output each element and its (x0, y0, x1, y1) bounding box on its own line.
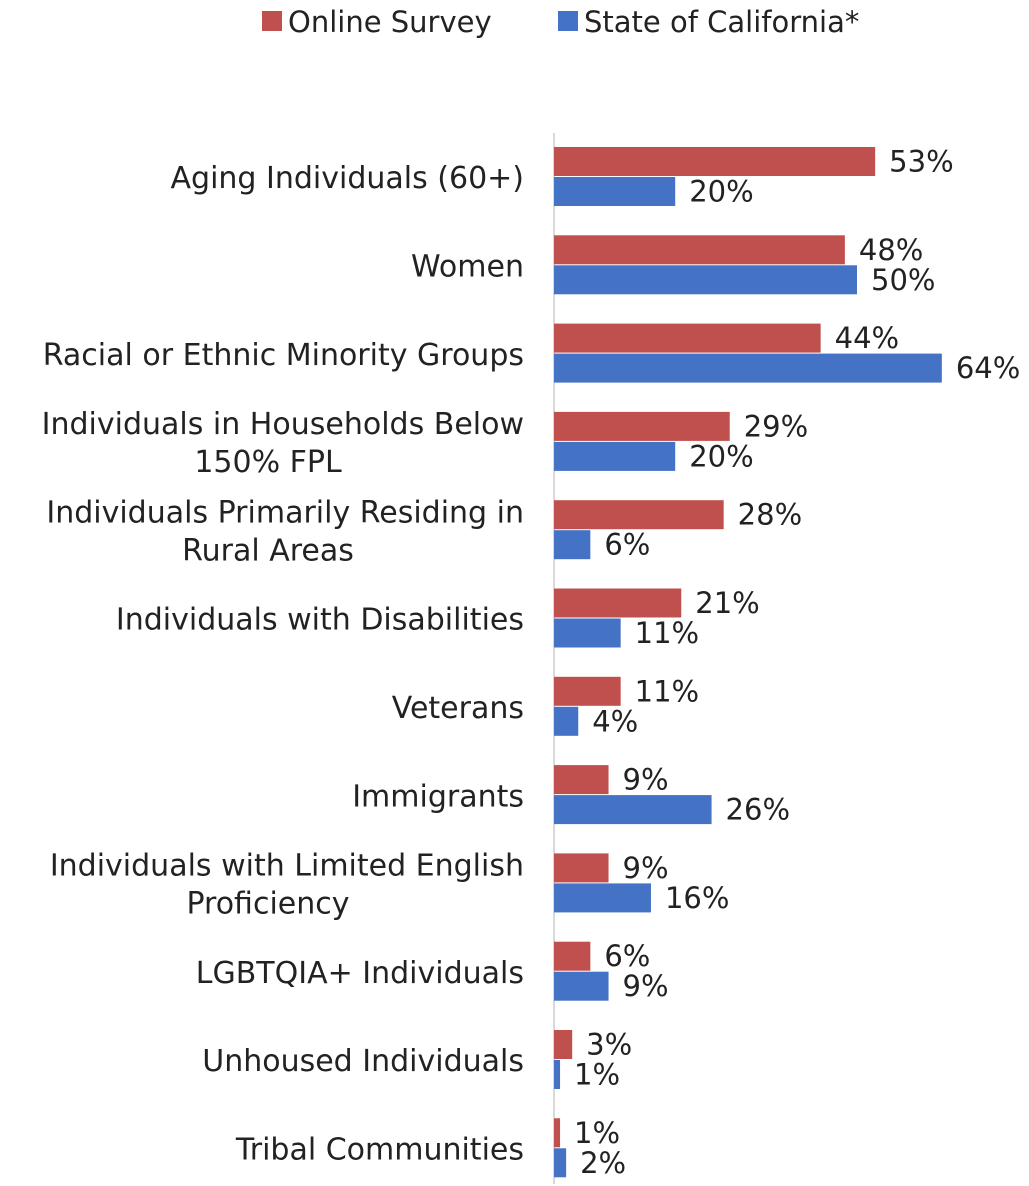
bar-state-of-california (554, 177, 676, 206)
category-label: Veterans (392, 691, 524, 726)
value-label-online-survey: 3% (586, 1028, 632, 1062)
bar-state-of-california (554, 1060, 561, 1089)
bar-online-survey (554, 411, 730, 441)
value-label-state-of-california: 4% (592, 704, 638, 738)
bar-online-survey (554, 765, 609, 795)
value-label-online-survey: 6% (604, 939, 650, 973)
bar-state-of-california (554, 706, 579, 736)
category-label: Individuals in Households Below (42, 407, 524, 442)
category-label: 150% FPL (194, 445, 342, 480)
bar-online-survey (554, 588, 682, 618)
value-label-state-of-california: 9% (623, 969, 669, 1003)
value-label-online-survey: 21% (695, 586, 759, 620)
bar-online-survey (554, 500, 724, 530)
legend: Online Survey State of California* (262, 5, 859, 39)
value-label-online-survey: 9% (623, 851, 669, 885)
bar-online-survey (554, 853, 609, 883)
value-label-state-of-california: 6% (604, 528, 650, 562)
bar-online-survey (554, 1030, 573, 1059)
value-label-state-of-california: 64% (956, 351, 1020, 385)
value-label-state-of-california: 11% (635, 616, 699, 650)
value-label-state-of-california: 20% (689, 439, 753, 473)
bar-state-of-california (554, 971, 609, 1001)
bar-state-of-california (554, 353, 942, 383)
value-label-online-survey: 11% (635, 674, 699, 708)
value-label-online-survey: 28% (738, 498, 802, 532)
bar-state-of-california (554, 265, 857, 295)
value-label-online-survey: 9% (623, 763, 669, 797)
value-label-online-survey: 48% (859, 233, 923, 267)
category-label: Aging Individuals (60+) (171, 161, 524, 196)
bar-online-survey (554, 147, 876, 176)
category-label: Individuals with Limited English (50, 849, 524, 884)
category-label: Women (411, 249, 524, 284)
category-label: Tribal Communities (235, 1132, 524, 1167)
value-label-online-survey: 29% (744, 409, 808, 443)
value-label-state-of-california: 1% (574, 1058, 620, 1092)
category-label: LGBTQIA+ Individuals (196, 956, 524, 991)
value-label-state-of-california: 20% (689, 175, 753, 209)
bar-state-of-california (554, 618, 621, 648)
legend-swatch-online-survey (262, 11, 282, 31)
legend-label-state-of-california: State of California* (584, 5, 859, 39)
bar-state-of-california (554, 795, 712, 825)
value-label-online-survey: 53% (889, 145, 953, 179)
category-label: Unhoused Individuals (202, 1044, 524, 1079)
bar-state-of-california (554, 441, 676, 471)
legend-swatch-state-of-california (558, 11, 578, 31)
category-label: Proficiency (186, 887, 349, 922)
value-label-state-of-california: 26% (726, 793, 790, 827)
value-labels: 53%48%44%29%28%21%11%9%9%6%3%1%20%50%64%… (574, 145, 1020, 1180)
category-labels: Aging Individuals (60+) Women Racial or Et… (42, 161, 524, 1167)
category-label: Rural Areas (182, 533, 354, 568)
bar-online-survey (554, 941, 591, 971)
value-label-state-of-california: 2% (580, 1146, 626, 1180)
category-label: Individuals with Disabilities (116, 603, 524, 638)
bar-state-of-california (554, 530, 591, 560)
bar-online-survey (554, 1118, 561, 1148)
category-label: Individuals Primarily Residing in (46, 495, 524, 530)
bars (554, 147, 942, 1178)
value-label-state-of-california: 50% (871, 263, 935, 297)
bar-online-survey (554, 235, 845, 265)
value-label-online-survey: 44% (835, 321, 899, 355)
bar-online-survey (554, 323, 821, 353)
bar-state-of-california (554, 1148, 567, 1178)
value-label-online-survey: 1% (574, 1116, 620, 1150)
value-label-state-of-california: 16% (665, 881, 729, 915)
bar-state-of-california (554, 883, 651, 913)
category-label: Immigrants (352, 779, 524, 814)
bar-online-survey (554, 676, 621, 706)
category-label: Racial or Ethnic Minority Groups (43, 338, 524, 373)
legend-label-online-survey: Online Survey (288, 5, 492, 39)
